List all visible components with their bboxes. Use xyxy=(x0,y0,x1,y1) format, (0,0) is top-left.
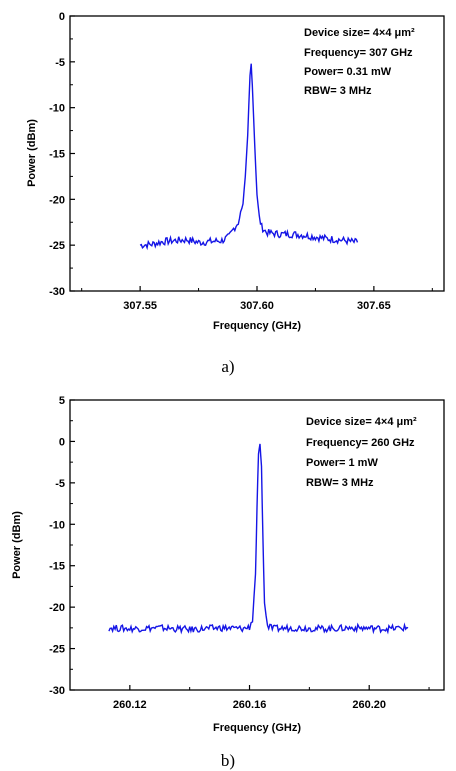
spectrum-line xyxy=(139,63,359,251)
annotation-device-size: Device size= 4×4 μm² xyxy=(306,416,417,428)
y-tick-label: -10 xyxy=(49,103,65,115)
x-tick-label: 307.55 xyxy=(123,300,157,312)
y-tick-label: -25 xyxy=(49,644,65,656)
y-tick-label: 0 xyxy=(59,436,65,448)
x-axis-title: Frequency (GHz) xyxy=(213,320,301,332)
x-tick-label: 260.16 xyxy=(233,699,267,711)
axis-tick-labels: 0 -5 -10 -15 -20 -25 -30 307.55 307.60 307.65 xyxy=(49,11,391,312)
annotation-power: Power= 0.31 mW xyxy=(304,66,392,78)
x-tick-label: 307.65 xyxy=(357,300,391,312)
y-tick-label: -20 xyxy=(49,602,65,614)
y-tick-label: -5 xyxy=(55,478,65,490)
annotation-device-size: Device size= 4×4 μm² xyxy=(304,27,415,39)
y-tick-label: -20 xyxy=(49,194,65,206)
y-axis-title: Power (dBm) xyxy=(26,119,38,187)
annotation-power: Power= 1 mW xyxy=(306,457,378,469)
y-tick-label: 0 xyxy=(59,11,65,23)
annotation-rbw: RBW= 3 MHz xyxy=(304,85,372,97)
y-tick-label: -5 xyxy=(55,57,65,69)
x-tick-label: 260.20 xyxy=(352,699,386,711)
y-tick-label: -15 xyxy=(49,149,65,161)
x-tick-label: 260.12 xyxy=(113,699,147,711)
annotation-frequency: Frequency= 260 GHz xyxy=(306,437,415,449)
annotation-frequency: Frequency= 307 GHz xyxy=(304,47,413,59)
y-tick-label: -30 xyxy=(49,286,65,298)
y-tick-label: -25 xyxy=(49,240,65,252)
panel-label-a: a) xyxy=(221,357,234,376)
x-axis-title: Frequency (GHz) xyxy=(213,722,301,734)
y-tick-label: -15 xyxy=(49,561,65,573)
spectrum-line xyxy=(108,443,409,635)
y-tick-label: -10 xyxy=(49,519,65,531)
y-tick-label: -30 xyxy=(49,685,65,697)
annotation-rbw: RBW= 3 MHz xyxy=(306,477,374,489)
chart-panel-a: 0 -5 -10 -15 -20 -25 -30 307.55 307.60 307.65 Fre… xyxy=(26,11,445,376)
chart-panel-b: 5 0 -5 -10 -15 -20 -25 -30 260.12 260.16 260.20 Fr… xyxy=(11,395,445,770)
panel-label-b: b) xyxy=(221,751,235,770)
y-tick-label: 5 xyxy=(59,395,65,407)
x-tick-label: 307.60 xyxy=(240,300,274,312)
axis-tick-labels: 5 0 -5 -10 -15 -20 -25 -30 260.12 260.16 260.20 xyxy=(49,395,386,711)
axis-ticks xyxy=(69,399,430,691)
y-axis-title: Power (dBm) xyxy=(11,511,23,579)
axis-ticks xyxy=(70,15,433,292)
